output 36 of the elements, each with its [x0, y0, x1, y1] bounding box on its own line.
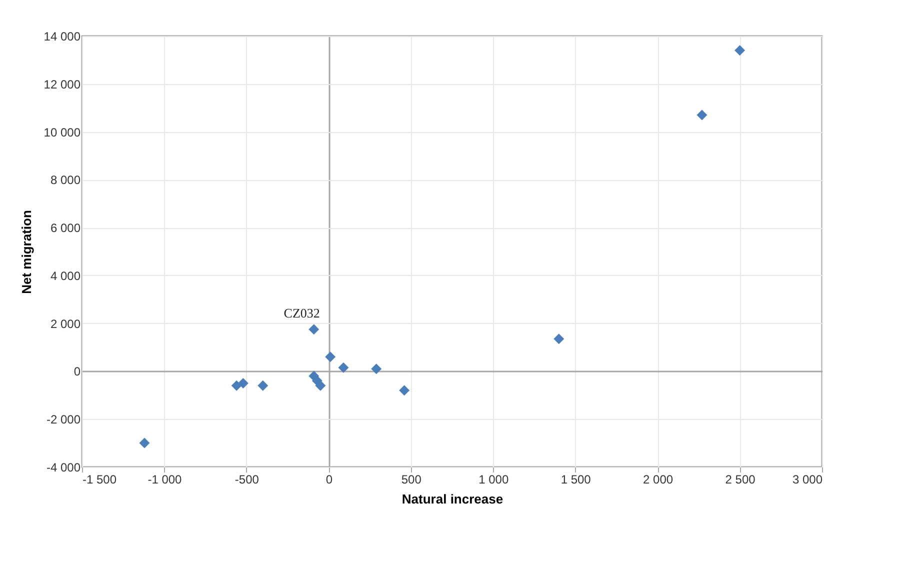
- point: [139, 438, 150, 448]
- annotation: CZ032: [284, 305, 320, 320]
- y-tick-label: 6 000: [50, 221, 81, 236]
- y-tick-label: -2 000: [46, 412, 81, 427]
- x-tick-label: -1 000: [148, 472, 182, 486]
- point: [315, 380, 326, 391]
- y-tick-label: 12 000: [44, 77, 81, 92]
- x-tick-label: 500: [401, 472, 422, 486]
- x-tick-label: 1 500: [560, 472, 592, 486]
- x-tick-label: -1 500: [82, 472, 117, 486]
- point: [696, 110, 708, 120]
- y-axis-title: Net migration: [18, 210, 34, 294]
- x-tick-label: 0: [326, 472, 333, 486]
- y-tick-label: 8 000: [50, 173, 81, 188]
- x-tick-label: 2 000: [643, 472, 674, 486]
- y-tick-label: 0: [74, 364, 81, 379]
- point: [338, 362, 349, 373]
- y-tick-label: 14 000: [44, 30, 81, 44]
- point: [399, 385, 410, 396]
- point: [238, 378, 248, 388]
- x-tick-label: 3 000: [792, 472, 823, 486]
- y-tick-label: 4 000: [50, 268, 81, 283]
- y-tick-label: 10 000: [44, 125, 81, 140]
- point: [325, 352, 336, 362]
- point: [308, 324, 320, 335]
- point: [231, 380, 242, 391]
- x-tick-label: -500: [234, 472, 260, 486]
- point: [371, 364, 382, 374]
- point: [554, 334, 564, 344]
- point: [734, 45, 746, 56]
- x-tick-label: 2 500: [725, 472, 756, 486]
- y-tick-label: 2 000: [50, 316, 81, 331]
- x-tick-label: 1 000: [478, 472, 509, 486]
- y-tick-label: -4 000: [46, 460, 81, 474]
- x-axis-title: Natural increase: [402, 492, 504, 506]
- point: [258, 380, 268, 391]
